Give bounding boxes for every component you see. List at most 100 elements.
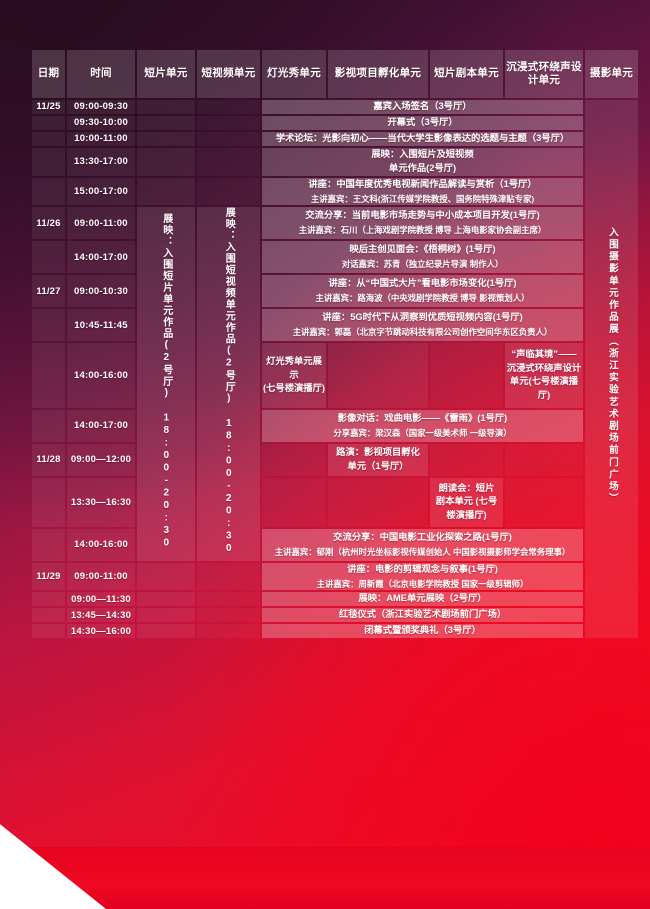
- cell-date: [32, 608, 65, 623]
- column-header-date: 日期: [32, 50, 65, 98]
- cell-script: [430, 343, 503, 408]
- event-title: 讲座：从“中国式大片”看电影市场变化(1号厅): [328, 278, 517, 289]
- cell-event: 嘉宾入场签名（3号厅）: [262, 100, 583, 114]
- cell-short-film: [137, 147, 195, 176]
- cell-time: 14:00-17:00: [67, 241, 135, 274]
- column-header-immersive: 沉浸式环绕声设计单元: [505, 50, 583, 98]
- cell-time: 14:30—16:00: [67, 624, 135, 639]
- table-row: 14:00-17:00 映后主创见面会：《梧桐树》(1号厅) 对话嘉宾：苏青（独…: [32, 241, 638, 274]
- cell-time: 10:45-11:45: [67, 309, 135, 342]
- table-row: 11/27 09:00-10:30 讲座：从“中国式大片”看电影市场变化(1号厅…: [32, 275, 638, 308]
- event-title: 讲座：5G时代下从洞察到优质短视频内容(1号厅): [322, 312, 523, 323]
- table-row: 11/28 09:00—12:00 路演：影视项目孵化 单元（1号厅）: [32, 443, 638, 477]
- cell-short-video: [197, 131, 260, 146]
- cell-short-film: [137, 115, 195, 130]
- event-title: 讲座：电影的剪辑观念与叙事(1号厅): [347, 563, 498, 574]
- cell-date: [32, 147, 65, 176]
- event-title: 交流分享：当前电影市场走势与中小成本项目开发(1号厅): [305, 210, 540, 221]
- event-subtitle: 对话嘉宾：苏青（独立纪录片导演 制作人）: [341, 259, 504, 270]
- cell-date: 11/27: [32, 275, 65, 308]
- cell-event: 交流分享：中国电影工业化探索之路(1号厅) 主讲嘉宾：郁刚（杭州时光坐标影视传媒…: [262, 528, 583, 561]
- cell-short-video: [197, 147, 260, 176]
- cell-short-video: [197, 177, 260, 206]
- event-subtitle: 主讲嘉宾：路海波（中央戏剧学院教授 博导 影视策划人）: [315, 293, 530, 304]
- cell-time: 09:00-10:30: [67, 275, 135, 308]
- cell-short-film: [137, 100, 195, 114]
- cell-short-film: [137, 624, 195, 639]
- cell-date: [32, 528, 65, 561]
- event-title: 讲座：中国年度优秀电视新闻作品解读与赏析（1号厅）: [308, 178, 537, 189]
- event-subtitle: 主讲嘉宾：郁刚（杭州时光坐标影视传媒创始人 中国影视摄影师学会常务理事）: [274, 546, 571, 557]
- event-subtitle: 主讲嘉宾：郭磊（北京字节跳动科技有限公司创作空间华东区负责人）: [292, 327, 553, 338]
- photography-vertical-text: 入围摄影单元作品展（浙江实验艺术剧场前门广场）: [606, 227, 618, 506]
- table-row: 14:30—16:00 闭幕式暨颁奖典礼（3号厅）: [32, 624, 638, 639]
- table-row: 11/25 09:00-09:30 嘉宾入场签名（3号厅） 入围摄影单元作品展（…: [32, 100, 638, 639]
- cell-date: 11/26: [32, 207, 65, 240]
- cell-time: 09:30-10:00: [67, 115, 135, 130]
- cell-light-show: [262, 443, 326, 477]
- table-row: 14:00-16:00 灯光秀单元展示 (七号楼演播厅) “声临其境”—— 沉浸…: [32, 343, 638, 408]
- cell-event: 讲座：中国年度优秀电视新闻作品解读与赏析（1号厅） 主讲嘉宾：王文科(浙江传媒学…: [262, 177, 583, 206]
- event-title: 交流分享：中国电影工业化探索之路(1号厅): [333, 531, 512, 542]
- column-header-time: 时间: [67, 50, 135, 98]
- event-title: 影像对话：戏曲电影——《雷雨》(1号厅): [337, 413, 508, 424]
- cell-immersive: [505, 478, 583, 527]
- cell-time: 09:00—12:00: [67, 443, 135, 477]
- table-row: 14:00-16:00 交流分享：中国电影工业化探索之路(1号厅) 主讲嘉宾：郁…: [32, 528, 638, 561]
- cell-date: 11/29: [32, 562, 65, 591]
- cell-event: 红毯仪式（浙江实验艺术剧场前门广场）: [262, 608, 583, 623]
- cell-time: 10:00-11:00: [67, 131, 135, 146]
- column-header-short-film: 短片单元: [137, 50, 195, 98]
- cell-time: 09:00-11:00: [67, 562, 135, 591]
- cell-event: 讲座：电影的剪辑观念与叙事(1号厅) 主讲嘉宾：周新霞（北京电影学院教授 国家一…: [262, 562, 583, 591]
- cell-time: 13:45—14:30: [67, 608, 135, 623]
- column-header-script: 短片剧本单元: [430, 50, 503, 98]
- cell-time: 14:00-16:00: [67, 528, 135, 561]
- table-row: 09:30-10:00 开幕式（3号厅）: [32, 115, 638, 130]
- cell-date: [32, 241, 65, 274]
- cell-light-show: [262, 478, 326, 527]
- table-row: 13:30—16:30 朗读会：短片 剧本单元 (七号 楼演播厅): [32, 478, 638, 527]
- cell-short-video: [197, 115, 260, 130]
- cell-short-film: [137, 608, 195, 623]
- cell-date: [32, 592, 65, 607]
- table-row: 14:00-17:00 影像对话：戏曲电影——《雷雨》(1号厅) 分享嘉宾：梁汉…: [32, 409, 638, 442]
- cell-date: [32, 624, 65, 639]
- cell-incubation: [328, 478, 428, 527]
- cell-date: 11/28: [32, 443, 65, 477]
- schedule-table: 日期 时间 短片单元 短视频单元 灯光秀单元 影视项目孵化单元 短片剧本单元 沉…: [30, 48, 640, 640]
- cell-date: 11/25: [32, 100, 65, 114]
- cell-event: 影像对话：戏曲电影——《雷雨》(1号厅) 分享嘉宾：梁汉森（国家一级美术师 一级…: [262, 409, 583, 442]
- table-row: 13:30-17:00 展映：入围短片及短视频 单元作品(2号厅): [32, 147, 638, 176]
- cell-date: [32, 309, 65, 342]
- cell-short-film: [137, 592, 195, 607]
- cell-event: 交流分享：当前电影市场走势与中小成本项目开发(1号厅) 主讲嘉宾：石川（上海戏剧…: [262, 207, 583, 240]
- cell-date: [32, 343, 65, 408]
- cell-short-video: [197, 624, 260, 639]
- cell-short-video: [197, 100, 260, 114]
- cell-event: 闭幕式暨颁奖典礼（3号厅）: [262, 624, 583, 639]
- cell-incubation-event: 路演：影视项目孵化 单元（1号厅）: [328, 443, 428, 477]
- short-film-vertical-text: 展映：入围短片单元作品(2号厅) 18:00-20:30: [160, 212, 172, 550]
- cell-short-film: [137, 131, 195, 146]
- cell-time: 14:00-17:00: [67, 409, 135, 442]
- table-row: 13:45—14:30 红毯仪式（浙江实验艺术剧场前门广场）: [32, 608, 638, 623]
- table-row: 09:00—11:30 展映：AME单元展映（2号厅）: [32, 592, 638, 607]
- cell-immersive: [505, 443, 583, 477]
- cell-short-film: [137, 177, 195, 206]
- cell-date: [32, 115, 65, 130]
- cell-event: 开幕式（3号厅）: [262, 115, 583, 130]
- event-subtitle: 主讲嘉宾：石川（上海戏剧学院教授 博导 上海电影家协会副主席）: [298, 225, 547, 236]
- cell-event: 映后主创见面会：《梧桐树》(1号厅) 对话嘉宾：苏青（独立纪录片导演 制作人）: [262, 241, 583, 274]
- table-row: 10:00-11:00 学术论坛：光影向初心——当代大学生影像表达的选题与主题（…: [32, 131, 638, 146]
- short-video-vertical-text: 展映：入围短视频单元作品(2号厅) 18:00-20:30: [223, 207, 235, 556]
- cell-date: [32, 409, 65, 442]
- cell-time: 09:00-11:00: [67, 207, 135, 240]
- cell-light-show-event: 灯光秀单元展示 (七号楼演播厅): [262, 343, 326, 408]
- table-row: 11/26 09:00-11:00 展映：入围短片单元作品(2号厅) 18:00…: [32, 207, 638, 561]
- cell-event: 学术论坛：光影向初心——当代大学生影像表达的选题与主题（3号厅）: [262, 131, 583, 146]
- schedule-table-container: 日期 时间 短片单元 短视频单元 灯光秀单元 影视项目孵化单元 短片剧本单元 沉…: [30, 48, 638, 838]
- event-subtitle: 分享嘉宾：梁汉森（国家一级美术师 一级导演）: [333, 427, 512, 438]
- event-subtitle: 主讲嘉宾：周新霞（北京电影学院教授 国家一级剪辑师）: [316, 578, 529, 589]
- cell-time: 15:00-17:00: [67, 177, 135, 206]
